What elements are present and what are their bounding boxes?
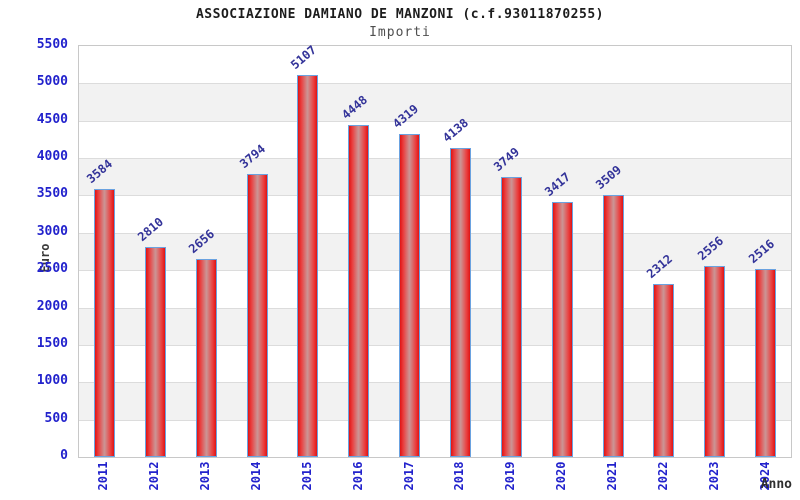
gridline xyxy=(79,270,791,272)
background-band xyxy=(79,382,791,420)
y-tick-label: 1500 xyxy=(36,335,68,351)
plot-area: 3584 2810 2656 3794 5107 4448 4319 4138 3749 3417… xyxy=(78,43,792,458)
y-tick-label: 500 xyxy=(44,410,68,426)
background-band xyxy=(79,344,791,383)
y-tick-label: 5000 xyxy=(36,74,68,90)
y-tick-label: 4500 xyxy=(36,111,68,127)
x-tick-label: 2021 xyxy=(605,461,619,491)
bar-2017 xyxy=(399,134,421,457)
x-tick-label: 2018 xyxy=(452,461,467,491)
gridline xyxy=(79,344,791,346)
chart-subtitle: Importi xyxy=(369,25,431,40)
bar-2014 xyxy=(246,173,268,457)
gridline xyxy=(79,232,791,234)
gridline xyxy=(79,195,791,197)
bar-2020 xyxy=(551,201,573,457)
y-tick-label: 3000 xyxy=(36,223,68,239)
bar-2011 xyxy=(93,189,115,457)
x-tick-label: 2015 xyxy=(299,461,314,491)
bar-2023 xyxy=(704,266,726,457)
x-tick-label: 2012 xyxy=(147,461,162,491)
y-tick-label: 1000 xyxy=(36,373,68,389)
x-tick-label: 2022 xyxy=(655,461,670,491)
bar-2018 xyxy=(449,147,471,457)
x-tick-label: 2019 xyxy=(503,461,518,491)
y-tick-label: 2500 xyxy=(36,261,68,277)
chart-title: ASSOCIAZIONE DAMIANO DE MANZONI (c.f.930… xyxy=(195,7,604,22)
bar-2012 xyxy=(144,247,166,457)
x-axis-title: Anno xyxy=(760,477,792,492)
x-tick-label: 2020 xyxy=(554,461,569,491)
bar-2019 xyxy=(500,176,522,457)
background-band xyxy=(79,158,791,196)
gridline xyxy=(79,419,791,421)
bar-2021 xyxy=(602,194,624,457)
background-band xyxy=(79,83,791,121)
gridline xyxy=(79,382,791,384)
x-tick-label: 2017 xyxy=(401,461,416,491)
x-tick-label: 2014 xyxy=(249,461,263,491)
bar-2013 xyxy=(195,258,217,457)
background-band xyxy=(79,232,791,271)
background-band xyxy=(79,270,791,308)
bar-2022 xyxy=(653,284,675,457)
y-tick-label: 5500 xyxy=(36,37,68,52)
x-tick-label: 2023 xyxy=(706,461,721,491)
bar-2024 xyxy=(755,269,777,457)
gridline xyxy=(79,307,791,309)
y-tick-label: 4000 xyxy=(36,149,68,165)
x-tick-label: 2016 xyxy=(350,461,365,491)
background-band xyxy=(79,46,791,84)
gridline xyxy=(79,83,791,85)
x-tick-label: 2011 xyxy=(96,461,111,491)
gridline xyxy=(79,158,791,160)
bar-2015 xyxy=(297,75,319,457)
background-band xyxy=(79,195,791,233)
background-band xyxy=(79,307,791,345)
bar-2016 xyxy=(348,124,370,457)
background-band xyxy=(79,419,791,457)
x-tick-label: 2013 xyxy=(198,461,213,491)
gridline xyxy=(79,120,791,122)
y-tick-label: 2000 xyxy=(36,298,68,314)
background-band xyxy=(79,120,791,159)
y-tick-label: 3500 xyxy=(36,186,68,202)
y-tick-label: 0 xyxy=(60,448,68,463)
